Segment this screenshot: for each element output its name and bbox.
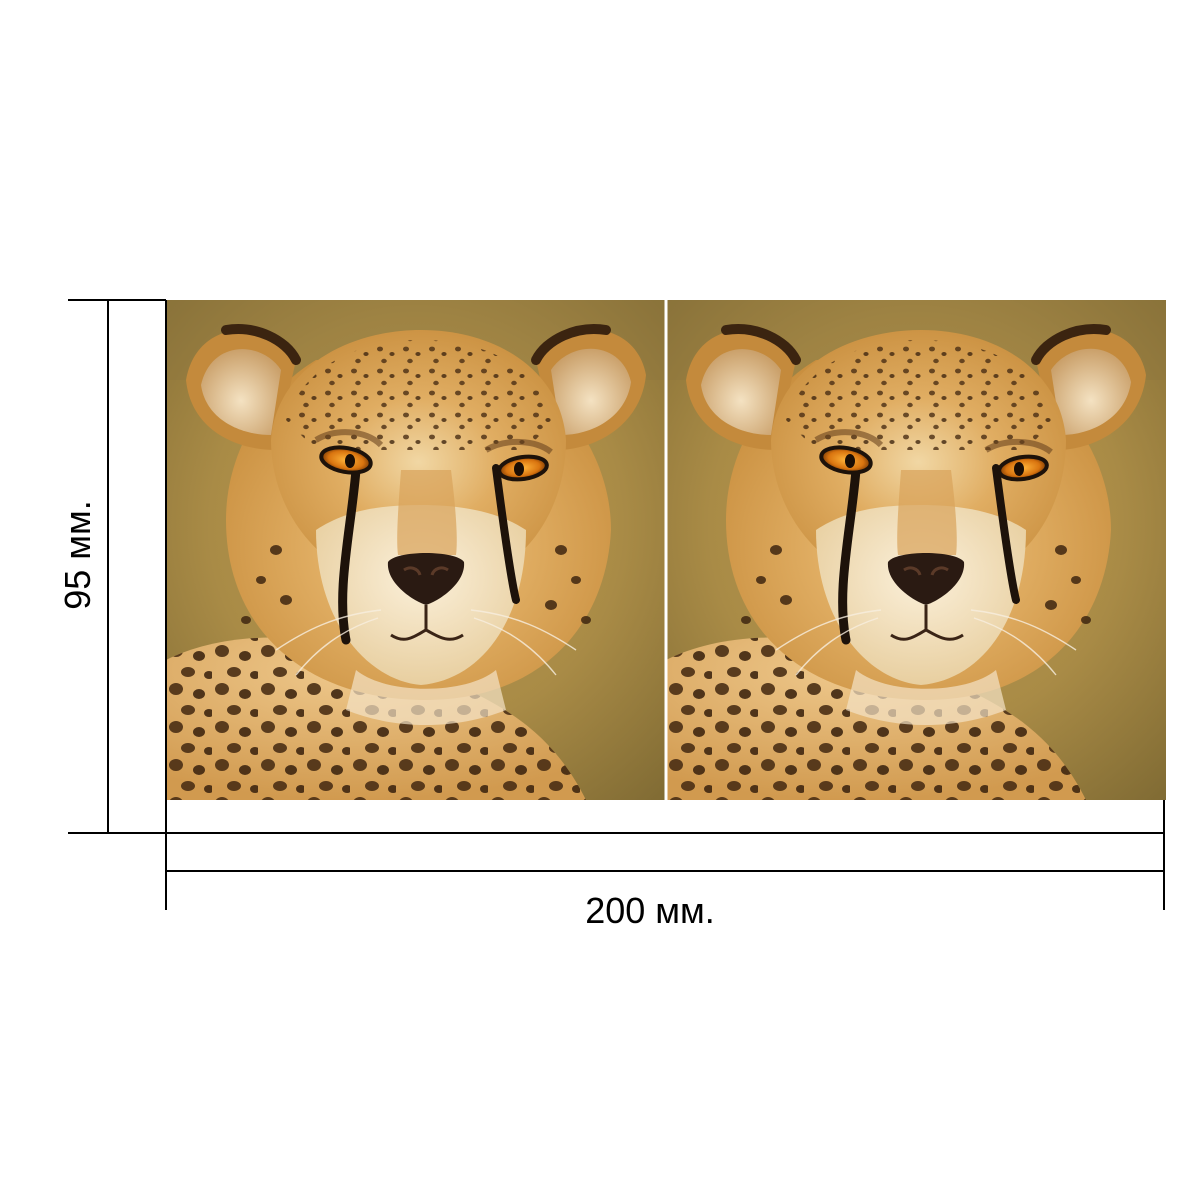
right-panel <box>666 300 1166 800</box>
height-label: 95 мм. <box>57 500 98 610</box>
left-panel <box>166 300 666 800</box>
width-dimension <box>165 800 1165 910</box>
width-label: 200 мм. <box>585 890 715 931</box>
height-dimension <box>68 299 167 834</box>
